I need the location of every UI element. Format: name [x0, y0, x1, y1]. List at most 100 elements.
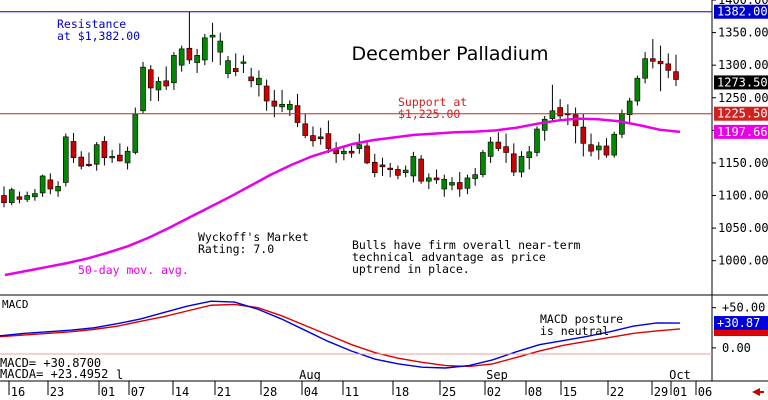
moving-average-label: 50-day mov. avg.	[78, 263, 189, 277]
candle-body	[626, 100, 633, 115]
candle-body	[178, 48, 185, 66]
day-label: 06	[698, 385, 712, 399]
macd-posture-annotation: MACD posture	[540, 312, 623, 326]
candle-body	[55, 186, 61, 192]
support-annotation: $1,225.00	[398, 107, 460, 121]
last-price-box-bg	[714, 75, 768, 90]
day-label: 15	[563, 385, 577, 399]
candle-body	[379, 164, 386, 168]
day-label: 11	[345, 385, 359, 399]
day-label: 21	[217, 385, 231, 399]
candle-body	[240, 61, 247, 64]
candle-body	[147, 69, 154, 89]
price-tick-label: 1100.00	[718, 189, 768, 203]
candle-body	[248, 76, 254, 82]
resistance-price-box-bg	[714, 4, 768, 19]
candle-body	[526, 151, 533, 159]
candle-body	[117, 154, 123, 162]
candle-body	[402, 169, 409, 173]
candle-body	[487, 141, 494, 157]
candle-body	[510, 153, 517, 173]
candle-body	[348, 150, 355, 154]
candle-body	[186, 47, 193, 61]
chart-frame	[0, 0, 768, 382]
day-label: 29	[654, 385, 668, 399]
moving-average-price-box-bg	[714, 124, 768, 139]
macd-signal-box	[714, 330, 768, 337]
day-label: 28	[263, 385, 277, 399]
candle-body	[217, 40, 224, 53]
candle-body	[24, 195, 30, 200]
wyckoff-annotation: Rating: 7.0	[198, 242, 274, 256]
axes: 1400.001350.001300.001250.001200.001150.…	[8, 0, 768, 399]
candle-body	[194, 55, 200, 63]
candle-body	[433, 177, 440, 181]
candle-body	[132, 113, 139, 153]
candle-body	[595, 145, 602, 151]
candle-body	[16, 196, 23, 200]
candle-body	[8, 189, 15, 203]
price-tick-label: 1150.00	[718, 156, 768, 170]
candle-body	[32, 193, 38, 198]
macd-readout: MACD= +30.8700	[0, 356, 101, 370]
candle-body	[163, 80, 170, 87]
candle-body	[317, 136, 324, 140]
candle-body	[286, 103, 293, 110]
candle-body	[480, 152, 486, 175]
chart-title: December Palladium	[352, 43, 549, 65]
candle-body	[619, 113, 625, 135]
candle-body	[642, 58, 648, 79]
navigation-arrow-icon[interactable]	[752, 388, 764, 396]
price-tick-label: 1400.00	[718, 0, 768, 7]
macd-tick-label: 0.00	[722, 341, 751, 355]
month-label: Aug	[299, 368, 321, 382]
resistance-annotation: at $1,382.00	[57, 29, 140, 43]
bulls-annotation: uptrend in place.	[352, 262, 470, 276]
candle-body	[47, 179, 54, 190]
candle-body	[271, 100, 278, 107]
candle-body	[279, 103, 285, 108]
candle-body	[518, 156, 525, 173]
candle-body	[225, 60, 231, 74]
candle-body	[449, 182, 455, 186]
day-label: 23	[50, 385, 64, 399]
moving-average-line	[4, 117, 681, 277]
last-price-box: 1273.50	[717, 75, 768, 89]
candle-body	[371, 161, 378, 173]
candle-body	[464, 177, 471, 189]
wyckoff-annotation: Wyckoff's Market	[198, 230, 309, 244]
candle-body	[456, 182, 463, 190]
macd-line	[0, 300, 681, 369]
price-tick-label: 1000.00	[718, 254, 768, 268]
day-label: 16	[11, 385, 25, 399]
candle-body	[441, 178, 448, 190]
day-label: 04	[304, 385, 318, 399]
macd-posture-annotation: is neutral	[540, 324, 609, 338]
bulls-annotation: Bulls have firm overall near-term	[352, 238, 581, 252]
candle-body	[171, 55, 177, 84]
candle-body	[39, 175, 46, 194]
candle-body	[310, 135, 316, 142]
macd-panel	[0, 300, 712, 369]
day-label: 25	[442, 385, 456, 399]
candle-body	[657, 60, 664, 65]
price-tick-label: 1250.00	[718, 91, 768, 105]
day-label: 07	[131, 385, 145, 399]
candle-body	[325, 133, 332, 149]
macd-tick-label: +50.00	[722, 301, 765, 315]
candle-body	[70, 141, 77, 159]
candle-body	[580, 126, 587, 144]
candle-body	[78, 156, 85, 167]
candle-body	[302, 123, 309, 136]
candle-body	[140, 66, 146, 112]
candle-body	[650, 58, 656, 62]
candle-body	[387, 167, 394, 170]
macd-value-box: +30.87	[717, 316, 760, 330]
macd-readout: MACDA= +23.4952	[0, 367, 108, 381]
candle-body	[588, 144, 594, 152]
day-label: 18	[395, 385, 409, 399]
candle-body	[541, 118, 548, 131]
candle-body	[572, 114, 579, 127]
